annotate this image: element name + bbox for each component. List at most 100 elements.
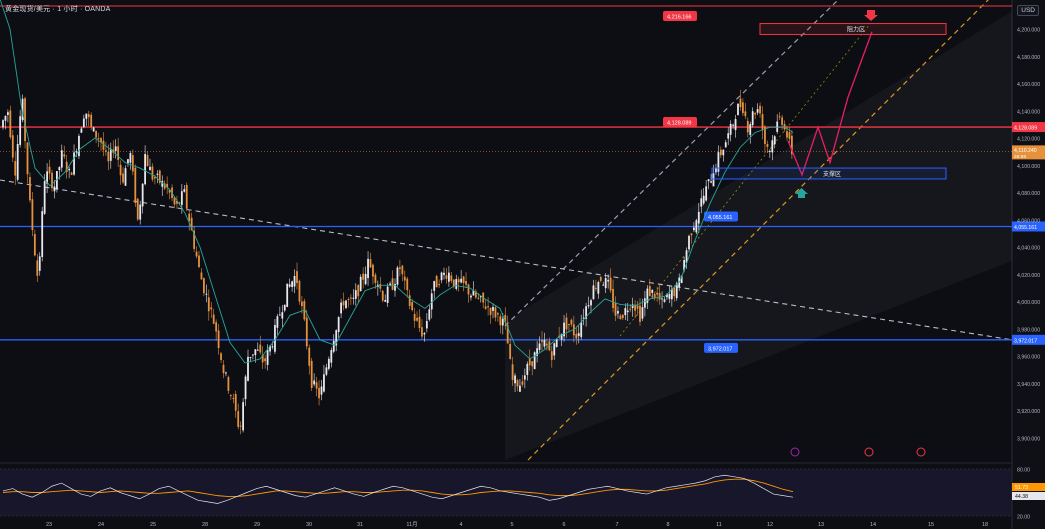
candle-body bbox=[41, 211, 44, 258]
candle-body bbox=[511, 364, 514, 380]
resistance-zone[interactable] bbox=[759, 23, 947, 35]
candle-body bbox=[399, 267, 401, 269]
candle-body bbox=[325, 367, 328, 375]
candle-body bbox=[249, 357, 252, 359]
candle-body bbox=[352, 297, 355, 299]
candle-body bbox=[719, 149, 722, 156]
event-marker-icon[interactable] bbox=[864, 447, 874, 457]
candle-body bbox=[697, 211, 700, 224]
candle-body bbox=[193, 230, 195, 249]
support-zone-label: 支撑区 bbox=[823, 170, 841, 178]
candle-body bbox=[65, 161, 68, 172]
candle-body bbox=[668, 294, 671, 299]
pane-separator bbox=[0, 462, 1012, 464]
candle-body bbox=[717, 152, 720, 172]
candle-body bbox=[151, 166, 154, 180]
candle-body bbox=[198, 255, 200, 268]
symbol-label: 黄金现货/美元 bbox=[5, 6, 51, 13]
candle-body bbox=[644, 298, 646, 308]
candle-body bbox=[411, 302, 414, 311]
rsi-ma-line bbox=[2, 478, 794, 497]
candle-body bbox=[727, 133, 730, 139]
candle-body bbox=[761, 114, 764, 130]
price-tick-label: 4,020.000 bbox=[1017, 273, 1040, 279]
candle-body bbox=[114, 146, 117, 152]
candle-body bbox=[188, 213, 191, 222]
candle-body bbox=[374, 274, 377, 283]
candle-body bbox=[203, 278, 205, 294]
candle-body bbox=[448, 272, 450, 282]
candle-body bbox=[751, 111, 754, 126]
price-tick-label: 4,000.000 bbox=[1017, 300, 1040, 306]
candle-body bbox=[90, 114, 93, 127]
level-tag bbox=[704, 211, 738, 222]
candle-body bbox=[82, 118, 85, 128]
candle-body bbox=[340, 302, 342, 314]
event-marker-icon[interactable] bbox=[916, 447, 926, 457]
candle-body bbox=[732, 124, 734, 126]
candle-body bbox=[693, 227, 695, 231]
price-tick-label: 4,200.000 bbox=[1017, 28, 1040, 34]
candle-body bbox=[585, 306, 587, 319]
candle-body bbox=[80, 128, 83, 133]
top-level-tag bbox=[663, 11, 697, 21]
candle-body bbox=[124, 168, 127, 186]
candle-body bbox=[369, 259, 372, 268]
candle-body bbox=[715, 168, 717, 173]
candle-body bbox=[768, 150, 771, 152]
price-tick-label: 4,060.000 bbox=[1017, 218, 1040, 224]
candle-body bbox=[568, 324, 570, 326]
candle-body bbox=[239, 425, 242, 427]
candle-body bbox=[538, 343, 541, 350]
candle-body bbox=[604, 278, 607, 289]
candle-body bbox=[141, 183, 144, 207]
price-tick-label: 3,940.000 bbox=[1017, 382, 1040, 388]
candle-body bbox=[629, 308, 632, 310]
candle-body bbox=[320, 386, 323, 395]
candle-body bbox=[14, 161, 17, 176]
candle-body bbox=[455, 279, 458, 289]
chart-header: 黄金现货/美元 · 1 小时 · OANDA bbox=[5, 6, 111, 13]
candle-body bbox=[386, 286, 389, 303]
candle-body bbox=[403, 276, 406, 281]
time-tick-label: 31 bbox=[357, 522, 363, 528]
candle-body bbox=[217, 330, 220, 348]
candle-body bbox=[580, 322, 583, 338]
timeframe-label: 1 小时 bbox=[57, 6, 78, 13]
candle-body bbox=[776, 121, 779, 132]
candle-body bbox=[663, 299, 666, 302]
candle-body bbox=[462, 276, 465, 283]
time-tick-label: 4 bbox=[459, 522, 462, 528]
candle-body bbox=[359, 276, 362, 292]
candle-body bbox=[310, 360, 313, 388]
candle-body bbox=[497, 313, 499, 315]
candle-body bbox=[688, 235, 690, 250]
candle-body bbox=[318, 387, 320, 399]
currency-label[interactable]: USD bbox=[1017, 5, 1039, 16]
time-tick-label: 6 bbox=[562, 522, 565, 528]
candle-body bbox=[592, 285, 595, 300]
support-zone[interactable] bbox=[711, 167, 947, 180]
candle-body bbox=[474, 291, 477, 298]
candle-body bbox=[435, 275, 438, 288]
candle-body bbox=[531, 361, 534, 367]
candle-body bbox=[433, 281, 436, 291]
candle-body bbox=[112, 149, 115, 153]
candle-body bbox=[457, 279, 460, 283]
candle-body bbox=[675, 283, 678, 299]
candle-body bbox=[63, 154, 66, 157]
candle-body bbox=[259, 344, 262, 353]
candle-body bbox=[173, 197, 176, 205]
candle-body bbox=[553, 343, 556, 356]
event-marker-icon[interactable] bbox=[790, 447, 800, 457]
candle-body bbox=[788, 132, 791, 139]
candle-body bbox=[570, 319, 573, 325]
candle-body bbox=[499, 316, 502, 326]
candle-body bbox=[381, 290, 384, 301]
candle-body bbox=[729, 123, 732, 135]
candle-body bbox=[43, 181, 46, 214]
candle-body bbox=[501, 318, 504, 326]
candle-body bbox=[252, 354, 254, 356]
candle-body bbox=[256, 349, 259, 351]
